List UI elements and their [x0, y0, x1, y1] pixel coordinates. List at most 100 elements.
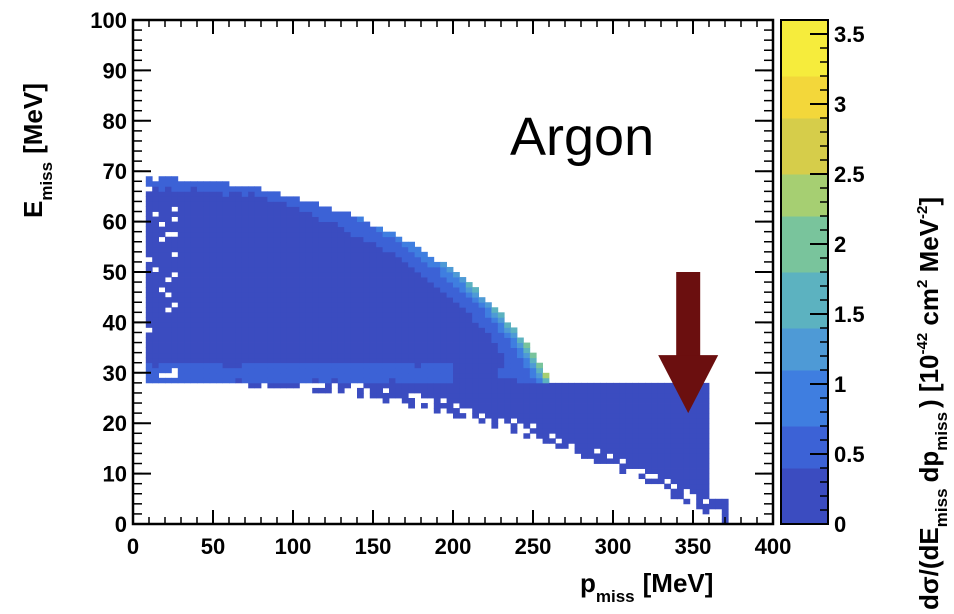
heatmap-cell — [382, 377, 390, 384]
heatmap-cell — [421, 317, 428, 323]
heatmap-cell — [235, 191, 243, 197]
heatmap-cell — [312, 292, 319, 298]
heatmap-cell — [261, 216, 268, 222]
heatmap-cell — [504, 352, 511, 359]
heatmap-cell — [619, 403, 627, 409]
heatmap-cell — [337, 327, 345, 333]
heatmap-cell — [376, 282, 383, 288]
heatmap-cell — [363, 277, 371, 283]
heatmap-cell — [184, 251, 191, 258]
heatmap-cell — [683, 413, 691, 419]
heatmap-cell — [440, 261, 447, 268]
heatmap-cell — [670, 387, 678, 394]
heatmap-cell — [299, 337, 307, 343]
heatmap-cell — [325, 367, 332, 374]
x-tick-label: 400 — [755, 534, 792, 559]
heatmap-cell — [702, 438, 710, 444]
heatmap-cell — [593, 413, 601, 419]
heatmap-cell — [305, 297, 313, 303]
heatmap-cell — [376, 332, 383, 338]
heatmap-cell — [337, 226, 345, 233]
heatmap-cell — [190, 221, 198, 228]
heatmap-cell — [677, 408, 684, 414]
heatmap-cell — [171, 246, 179, 253]
heatmap-cell — [363, 317, 371, 323]
heatmap-cell — [414, 372, 422, 379]
heatmap-cell — [369, 272, 377, 278]
heatmap-cell — [171, 292, 179, 298]
heatmap-cell — [325, 357, 332, 364]
heatmap-cell — [401, 398, 409, 404]
heatmap-cell — [312, 251, 319, 258]
heatmap-cell — [657, 387, 665, 394]
heatmap-cell — [542, 418, 550, 424]
heatmap-cell — [395, 342, 403, 348]
heatmap-cell — [280, 367, 287, 374]
heatmap-cell — [453, 372, 460, 379]
heatmap-cell — [427, 342, 435, 348]
heatmap-cell — [145, 251, 153, 258]
heatmap-cell — [401, 352, 409, 359]
heatmap-cell — [491, 357, 499, 364]
heatmap-cell — [165, 211, 172, 217]
heatmap-cell — [401, 347, 409, 354]
heatmap-cell — [273, 251, 281, 258]
heatmap-cell — [171, 176, 179, 182]
heatmap-cell — [165, 236, 172, 243]
heatmap-cell — [312, 287, 319, 293]
heatmap-cell — [613, 453, 620, 459]
heatmap-cell — [325, 332, 332, 338]
heatmap-cell — [632, 387, 639, 394]
heatmap-cell — [619, 433, 627, 439]
heatmap-cell — [171, 191, 179, 197]
heatmap-cell — [529, 352, 537, 359]
heatmap-cell — [254, 342, 262, 348]
heatmap-cell — [299, 342, 307, 348]
heatmap-cell — [312, 241, 319, 248]
heatmap-cell — [267, 302, 275, 308]
heatmap-cell — [222, 272, 230, 278]
heatmap-cell — [504, 332, 511, 338]
heatmap-cell — [325, 221, 332, 228]
heatmap-cell — [229, 246, 236, 253]
z-tick-label: 0 — [834, 512, 846, 537]
heatmap-cell — [401, 382, 409, 389]
heatmap-cell — [273, 201, 281, 207]
color-scale-bin — [781, 300, 828, 315]
heatmap-cell — [683, 438, 691, 444]
heatmap-cell — [427, 317, 435, 323]
heatmap-cell — [216, 317, 223, 323]
heatmap-cell — [561, 418, 569, 424]
heatmap-cell — [689, 418, 697, 424]
heatmap-cell — [382, 287, 390, 293]
heatmap-cell — [401, 287, 409, 293]
heatmap-cell — [325, 312, 332, 318]
heatmap-cell — [497, 392, 505, 399]
heatmap-cell — [574, 423, 582, 429]
heatmap-cell — [350, 302, 358, 308]
heatmap-cell — [529, 372, 537, 379]
heatmap-cell — [331, 307, 339, 313]
heatmap-cell — [318, 327, 326, 333]
heatmap-cell — [369, 236, 377, 243]
heatmap-cell — [248, 221, 255, 228]
heatmap-cell — [190, 372, 198, 379]
heatmap-cell — [459, 377, 467, 384]
heatmap-cell — [305, 272, 313, 278]
heatmap-cell — [337, 282, 345, 288]
heatmap-cell — [229, 226, 236, 233]
heatmap-cell — [350, 236, 358, 243]
heatmap-cell — [497, 387, 505, 394]
heatmap-cell — [152, 246, 159, 253]
heatmap-cell — [446, 337, 454, 343]
heatmap-cell — [350, 372, 358, 379]
heatmap-cell — [267, 216, 275, 222]
heatmap-cell — [414, 382, 422, 389]
heatmap-cell — [510, 372, 518, 379]
heatmap-cell — [702, 392, 710, 399]
heatmap-cell — [357, 216, 364, 222]
heatmap-cell — [229, 256, 236, 263]
heatmap-cell — [184, 236, 191, 243]
color-scale-bin — [781, 258, 828, 273]
heatmap-cell — [145, 372, 153, 379]
